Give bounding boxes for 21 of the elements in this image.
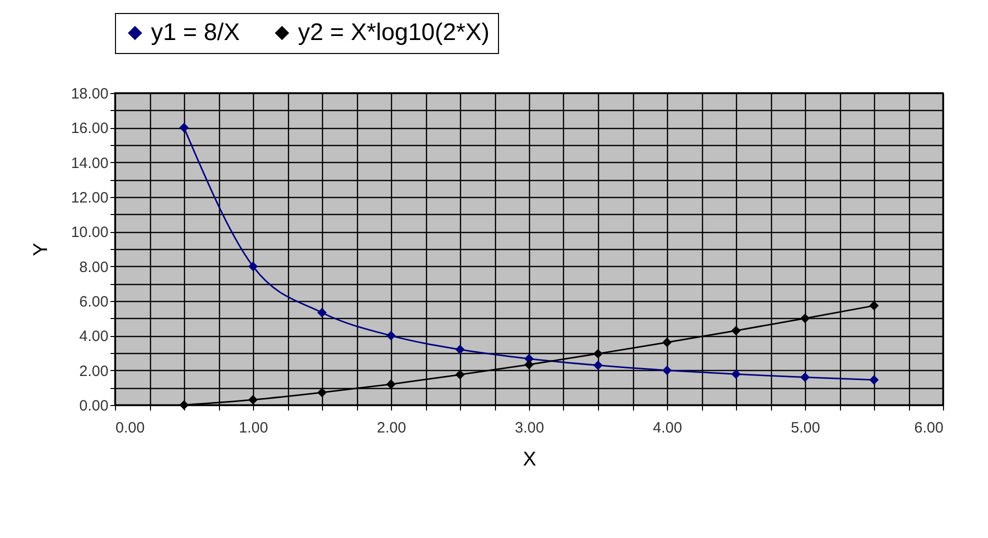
x-tick-label: 0.00 (116, 420, 145, 436)
y-tick-label: 4.00 (79, 328, 108, 346)
y-tick-label: 16.00 (70, 120, 108, 138)
x-tick-label: 6.00 (914, 420, 944, 436)
x-tick-label: 4.00 (652, 420, 682, 436)
y-tick-label: 2.00 (79, 362, 108, 380)
y-tick-label: 6.00 (79, 294, 108, 310)
y-tick-label: 18.00 (70, 86, 108, 102)
y-tick-label: 10.00 (70, 224, 108, 242)
legend-label: y1 = 8/X (151, 19, 240, 46)
y-tick-label: 14.00 (70, 154, 108, 172)
y-tick-label: 12.00 (70, 190, 108, 206)
x-tick-label: 2.00 (376, 420, 406, 436)
legend-label: y2 = X*log10(2*X) (298, 19, 490, 46)
x-tick-label: 3.00 (514, 420, 544, 436)
y-axis-title: Y (30, 242, 52, 256)
x-axis-title: X (522, 448, 536, 470)
y-tick-label: 0.00 (79, 398, 108, 414)
x-tick-label: 5.00 (790, 420, 820, 436)
y-tick-label: 8.00 (79, 258, 108, 276)
x-tick-label: 1.00 (238, 420, 268, 436)
